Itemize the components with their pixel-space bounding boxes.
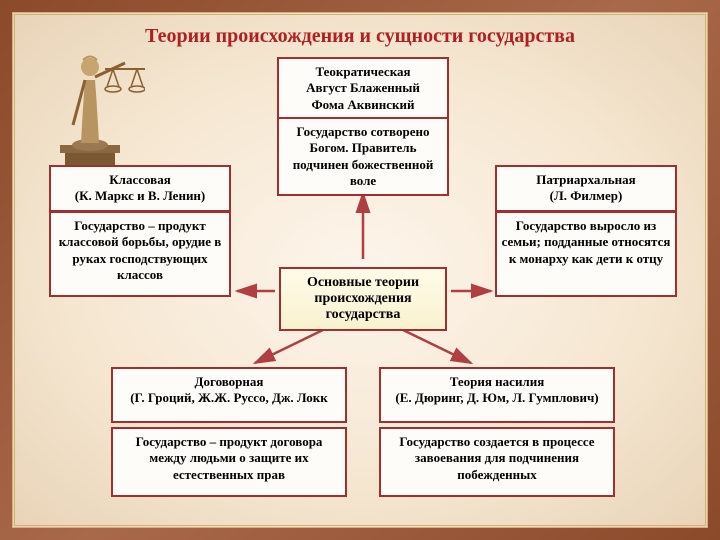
theory-name-bottom_right: Теория насилия(Е. Дюринг, Д. Юм, Л. Гумп… (379, 367, 615, 423)
theory-name-right: Патриархальная(Л. Филмер) (495, 165, 677, 212)
theory-name-left: Классовая(К. Маркс и В. Ленин) (49, 165, 231, 212)
outer-frame: Теории происхождения и сущности государс… (0, 0, 720, 540)
theory-name-top: ТеократическаяАвгуст БлаженныйФома Аквин… (277, 57, 449, 120)
theory-desc-bottom_left: Государство – продукт договора между люд… (111, 427, 347, 497)
theory-desc-left: Государство – продукт классовой борьбы, … (49, 211, 231, 297)
theory-desc-top: Государство сотворено Богом. Правитель п… (277, 117, 449, 196)
center-hub-text: Основные теории происхождения государств… (307, 275, 419, 322)
inner-frame: Теории происхождения и сущности государс… (12, 12, 708, 528)
theory-desc-right: Государство выросло из семьи; подданные … (495, 211, 677, 297)
theory-name-bottom_left: Договорная(Г. Гроций, Ж.Ж. Руссо, Дж. Ло… (111, 367, 347, 423)
page-title: Теории происхождения и сущности государс… (15, 15, 705, 48)
theory-desc-bottom_right: Государство создается в процессе завоева… (379, 427, 615, 497)
center-hub: Основные теории происхождения государств… (279, 267, 447, 331)
